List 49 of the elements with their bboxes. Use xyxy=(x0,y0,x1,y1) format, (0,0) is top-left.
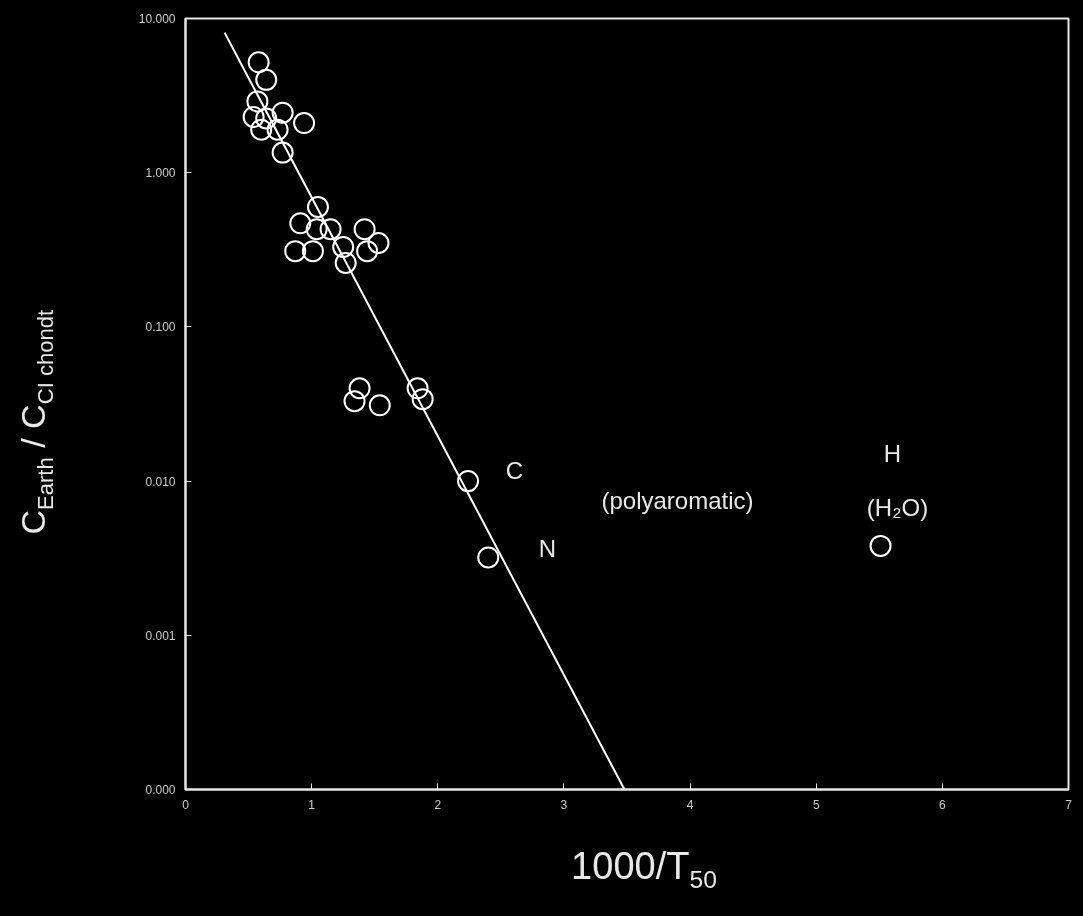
point xyxy=(869,534,892,557)
x-tick-label: 5 xyxy=(812,797,820,812)
point xyxy=(242,105,265,128)
point xyxy=(289,212,312,235)
point xyxy=(334,251,357,274)
y-tick-label: 10.000 xyxy=(138,12,176,26)
point xyxy=(343,390,366,413)
y-tick-label: 0.010 xyxy=(145,474,176,489)
point xyxy=(457,470,480,493)
x-tick-label: 3 xyxy=(560,797,568,812)
point xyxy=(406,377,429,400)
point xyxy=(271,141,294,164)
point xyxy=(271,101,294,124)
annotation: (H₂O) xyxy=(866,494,929,521)
point xyxy=(367,232,390,254)
point xyxy=(411,388,434,411)
y-tick-label: 0.000 xyxy=(145,783,176,797)
x-tick-label: 0 xyxy=(182,797,190,812)
annotation: C xyxy=(505,457,524,484)
point xyxy=(368,394,391,417)
x-tick-label: 2 xyxy=(434,797,442,812)
point xyxy=(306,195,329,218)
y-tick-label: 0.001 xyxy=(145,628,176,643)
x-axis-title: 1000/T$_{50}$ xyxy=(571,844,717,895)
point xyxy=(255,107,278,130)
point xyxy=(284,240,307,263)
x-tick-label: 6 xyxy=(939,797,947,812)
point xyxy=(250,118,273,141)
point xyxy=(301,240,324,263)
point xyxy=(356,240,379,263)
x-tick-label: 4 xyxy=(686,797,694,812)
point xyxy=(477,546,500,569)
x-tick-label: 7 xyxy=(1065,797,1073,812)
point xyxy=(246,90,269,113)
point xyxy=(293,112,316,134)
y-tick-label: 1.000 xyxy=(145,166,176,181)
annotation: (polyaromatic) xyxy=(601,487,754,514)
point xyxy=(266,118,289,141)
x-tick-label: 1 xyxy=(308,797,316,812)
point xyxy=(247,51,270,74)
point xyxy=(255,68,278,91)
annotation: N xyxy=(538,535,557,562)
y-tick-label: 0.100 xyxy=(145,320,176,335)
point xyxy=(353,218,376,241)
point xyxy=(332,235,355,258)
point xyxy=(319,218,342,241)
annotation: H xyxy=(883,440,902,467)
point xyxy=(348,377,371,400)
point xyxy=(305,218,328,241)
